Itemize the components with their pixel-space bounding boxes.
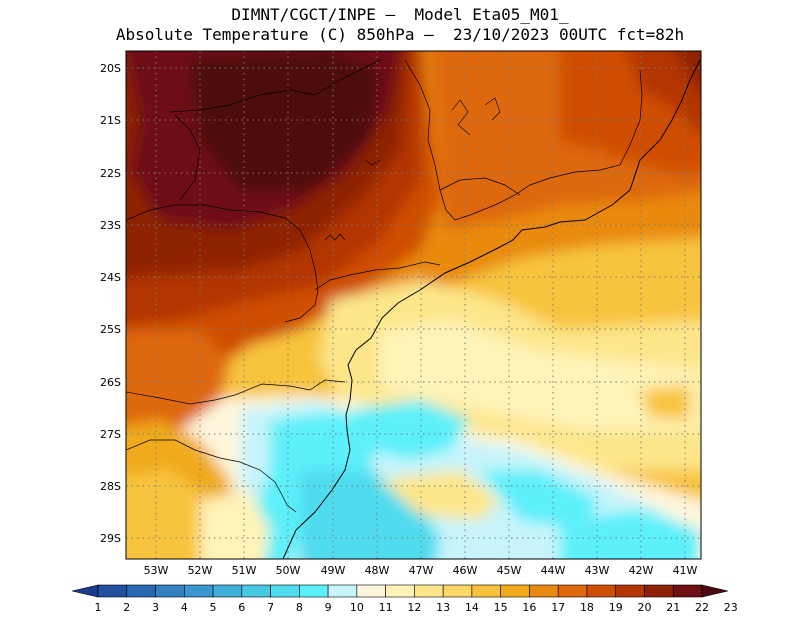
title-line-1: DIMNT/CGCT/INPE – Model Eta05_M01_ <box>231 5 569 24</box>
colorbar-label: 19 <box>609 601 623 614</box>
colorbar-label: 23 <box>724 601 738 614</box>
lon-label: 50W <box>276 564 301 577</box>
colorbar-segment <box>327 584 358 598</box>
lon-label: 44W <box>541 564 566 577</box>
colorbar-label: 2 <box>123 601 130 614</box>
colorbar-segment <box>414 584 444 598</box>
lon-label: 52W <box>188 564 213 577</box>
colorbar-segment <box>672 584 703 598</box>
lon-label: 45W <box>497 564 522 577</box>
colorbar-segment <box>212 584 243 598</box>
colorbar-segment <box>270 584 300 598</box>
lon-label: 43W <box>585 564 610 577</box>
lat-label: 24S <box>100 271 121 284</box>
lon-label: 46W <box>453 564 478 577</box>
colorbar-label: 20 <box>637 601 651 614</box>
colorbar-label: 16 <box>522 601 536 614</box>
lat-label: 28S <box>100 480 121 493</box>
colorbar-segment <box>644 584 674 598</box>
colorbar-label: 9 <box>325 601 332 614</box>
lon-axis: 53W 52W 51W 50W 49W 48W 47W 46W 45W 44W … <box>144 564 698 577</box>
temperature-field <box>126 51 701 559</box>
colorbar-label: 6 <box>238 601 245 614</box>
colorbar-label: 12 <box>407 601 421 614</box>
colorbar: 1 2 3 4 5 6 7 8 9 10 11 12 13 14 15 16 17 18 19 20 21 22 23 <box>71 584 738 614</box>
colorbar-label: 21 <box>666 601 680 614</box>
colorbar-segment <box>241 584 271 598</box>
colorbar-segment <box>356 584 386 598</box>
colorbar-label: 4 <box>181 601 188 614</box>
lon-label: 41W <box>673 564 698 577</box>
colorbar-arrow-high <box>701 584 729 598</box>
colorbar-segment <box>385 584 415 598</box>
colorbar-label: 18 <box>580 601 594 614</box>
colorbar-arrow-low <box>71 584 99 598</box>
lat-lon-grid <box>126 51 701 559</box>
state-borders <box>126 59 643 513</box>
lon-label: 49W <box>321 564 346 577</box>
lat-label: 22S <box>100 167 121 180</box>
lat-label: 29S <box>100 532 121 545</box>
colorbar-label: 3 <box>152 601 159 614</box>
colorbar-label: 1 <box>95 601 102 614</box>
colorbar-label: 13 <box>436 601 450 614</box>
rivers <box>324 97 501 241</box>
lon-label: 48W <box>365 564 390 577</box>
plot-frame <box>125 50 702 560</box>
colorbar-segment <box>471 584 501 598</box>
lat-label: 21S <box>100 114 121 127</box>
colorbar-label: 8 <box>296 601 303 614</box>
colorbar-segment <box>183 584 214 598</box>
lat-label: 27S <box>100 428 121 441</box>
colorbar-segment <box>97 584 128 598</box>
lon-label: 47W <box>409 564 434 577</box>
colorbar-segment <box>586 584 617 598</box>
colorbar-segment <box>557 584 588 598</box>
colorbar-label: 22 <box>695 601 709 614</box>
lon-label: 42W <box>629 564 654 577</box>
colorbar-segment <box>299 584 329 598</box>
lat-label: 25S <box>100 323 121 336</box>
colorbar-segment <box>529 584 559 598</box>
colorbar-label: 7 <box>267 601 274 614</box>
lon-label: 51W <box>232 564 257 577</box>
colorbar-segment <box>500 584 530 598</box>
colorbar-label: 11 <box>379 601 393 614</box>
colorbar-label: 14 <box>465 601 479 614</box>
coastline <box>282 59 701 559</box>
colorbar-segment <box>442 584 473 598</box>
colorbar-segment <box>615 584 645 598</box>
lat-axis: 20S 21S 22S 23S 24S 25S 26S 27S 28S 29S <box>100 62 121 545</box>
lat-label: 26S <box>100 376 121 389</box>
colorbar-segment <box>126 584 156 598</box>
lat-label: 23S <box>100 219 121 232</box>
lon-label: 53W <box>144 564 169 577</box>
lat-label: 20S <box>100 62 121 75</box>
colorbar-label: 17 <box>551 601 565 614</box>
colorbar-label: 5 <box>210 601 217 614</box>
colorbar-label: 10 <box>350 601 364 614</box>
colorbar-label: 15 <box>494 601 508 614</box>
colorbar-segment <box>155 584 185 598</box>
title-line-2: Absolute Temperature (C) 850hPa – 23/10/… <box>115 25 685 44</box>
